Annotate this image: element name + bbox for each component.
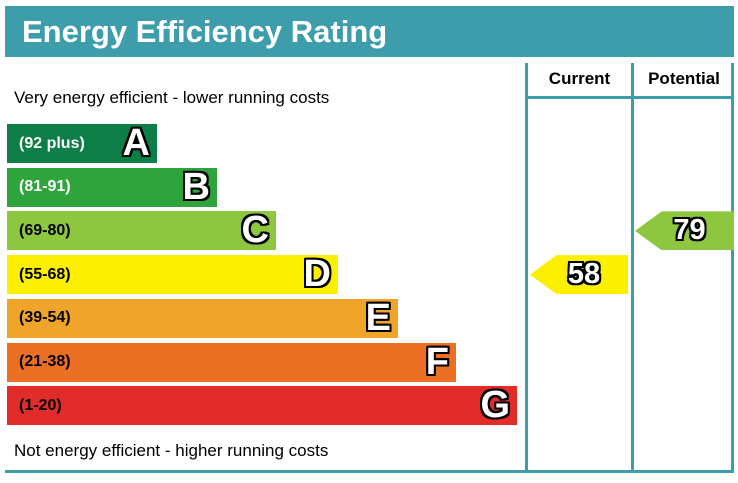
ratings-table: Current Potential: [525, 63, 734, 473]
band-row-e: (39-54) E: [7, 296, 398, 339]
band-letter: B: [182, 165, 210, 208]
header-underline: [528, 96, 731, 99]
title-bar: Energy Efficiency Rating: [5, 6, 734, 57]
caption-not-efficient: Not energy efficient - higher running co…: [14, 441, 329, 460]
potential-rating-value: 79: [673, 214, 706, 247]
current-column-header: Current: [548, 69, 611, 88]
band-letter: E: [365, 296, 391, 339]
band-letter: A: [122, 122, 150, 164]
bottom-border-line: [5, 470, 525, 473]
band-letter: D: [303, 253, 331, 296]
page-title: Energy Efficiency Rating: [22, 13, 388, 49]
caption-very-efficient: Very energy efficient - lower running co…: [14, 88, 330, 107]
band-row-a: (92 plus) A: [7, 124, 157, 163]
band-range-label: (69-80): [19, 221, 71, 239]
column-divider: [631, 63, 634, 470]
band-range-label: (39-54): [19, 309, 71, 327]
band-letter: C: [241, 209, 269, 252]
band-row-b: (81-91) B: [7, 165, 217, 208]
band-range-label: (21-38): [19, 353, 71, 370]
band-row-g: (1-20) G: [7, 384, 517, 427]
band-range-label: (55-68): [19, 265, 71, 283]
band-row-c: (69-80) C: [7, 209, 276, 252]
band-row-d: (55-68) D: [7, 253, 338, 296]
current-rating-value: 58: [567, 258, 601, 291]
band-range-label: (81-91): [19, 178, 71, 196]
band-range-label: (92 plus): [19, 134, 85, 152]
band-row-f: (21-38) F: [7, 340, 456, 383]
potential-column-header: Potential: [648, 69, 720, 88]
band-letter: G: [480, 384, 510, 427]
band-letter: F: [425, 340, 449, 383]
band-range-label: (1-20): [19, 396, 62, 414]
